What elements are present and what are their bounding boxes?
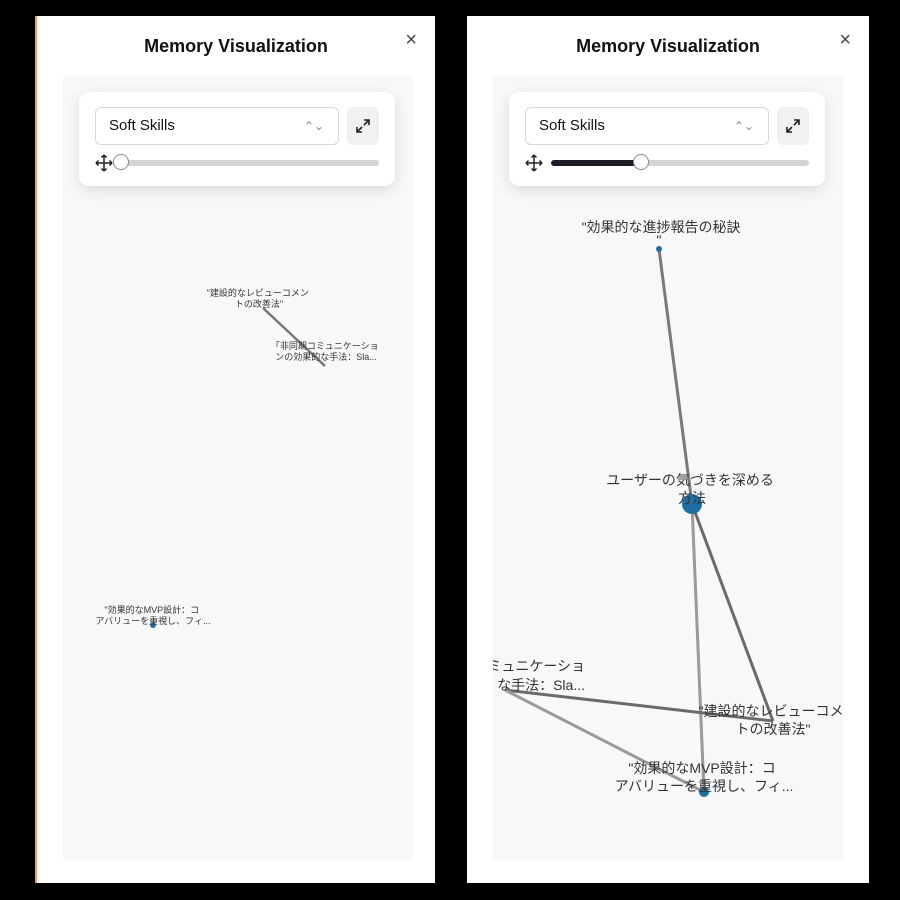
node-label-mvp: "効果的なMVP設計：コ アバリューを重視し、フィ... [96,604,211,626]
graph-controls: Soft Skills ⌃⌄ [509,92,825,186]
expand-button[interactable] [347,107,379,145]
slider-thumb[interactable] [113,154,129,170]
graph-edge [690,503,775,722]
node-label-user: ユーザーの気づきを深める 方法 [606,472,778,506]
graph-controls: Soft Skills ⌃⌄ [79,92,395,186]
category-select-value: Soft Skills [539,117,605,134]
expand-button[interactable] [777,107,809,145]
depth-slider[interactable] [113,154,379,170]
memory-graph[interactable]: "建設的なレビューコメン トの改善法" 「非同期コミュニケーショ ンの効果的な手… [63,76,413,860]
chevron-updown-icon: ⌃⌄ [303,119,324,133]
slider-thumb[interactable] [633,154,650,170]
node-label-async: 「非同期コミュニケーショ ンの効果的な手法：Sla... [271,340,381,362]
close-icon[interactable]: × [839,29,851,51]
node-label-async: ミュニケーショ な手法：Sla... [493,658,589,693]
graph-edge [657,248,694,505]
graph-node-user[interactable] [682,494,702,514]
chevron-updown-icon: ⌃⌄ [733,119,754,133]
memory-visualization-panel-right: Memory Visualization × "効果的な進捗報告の秘訣 " ユー… [467,16,869,883]
close-icon[interactable]: × [405,29,417,51]
expand-icon [356,119,370,133]
graph-node-progress[interactable] [656,246,662,252]
category-select-value: Soft Skills [109,117,175,134]
node-label-progress: "効果的な進捗報告の秘訣 " [582,219,745,248]
memory-graph[interactable]: "効果的な進捗報告の秘訣 " ユーザーの気づきを深める 方法 ミュニケーショ な… [493,76,843,860]
depth-slider[interactable] [551,154,809,170]
category-select[interactable]: Soft Skills ⌃⌄ [95,107,339,145]
graph-edge [504,688,705,794]
panel-title: Memory Visualization [576,36,760,56]
slider-fill [551,160,642,166]
graph-canvas[interactable]: "建設的なレビューコメン トの改善法" 「非同期コミュニケーショ ンの効果的な手… [63,76,413,860]
node-label-mvp: "効果的なMVP設計：コ アバリューを重視し、フィ... [615,760,794,794]
graph-node-mvp[interactable] [150,622,156,628]
node-label-review: "建設的なレビューコメ トの改善法" [699,703,843,737]
graph-edge [504,688,774,723]
graph-edge [690,503,706,793]
graph-node-mvp[interactable] [699,787,709,797]
panel-title: Memory Visualization [144,36,328,56]
move-icon [525,154,543,172]
graph-canvas[interactable]: "効果的な進捗報告の秘訣 " ユーザーの気づきを深める 方法 ミュニケーショ な… [493,76,843,860]
category-select[interactable]: Soft Skills ⌃⌄ [525,107,769,145]
move-icon [95,154,113,172]
expand-icon [786,119,800,133]
graph-edge [262,307,326,367]
memory-visualization-panel-left: Memory Visualization × "建設的なレビューコメン トの改善… [35,16,435,883]
graph-edges [504,248,775,794]
node-label-review: "建設的なレビューコメン トの改善法" [207,287,312,309]
